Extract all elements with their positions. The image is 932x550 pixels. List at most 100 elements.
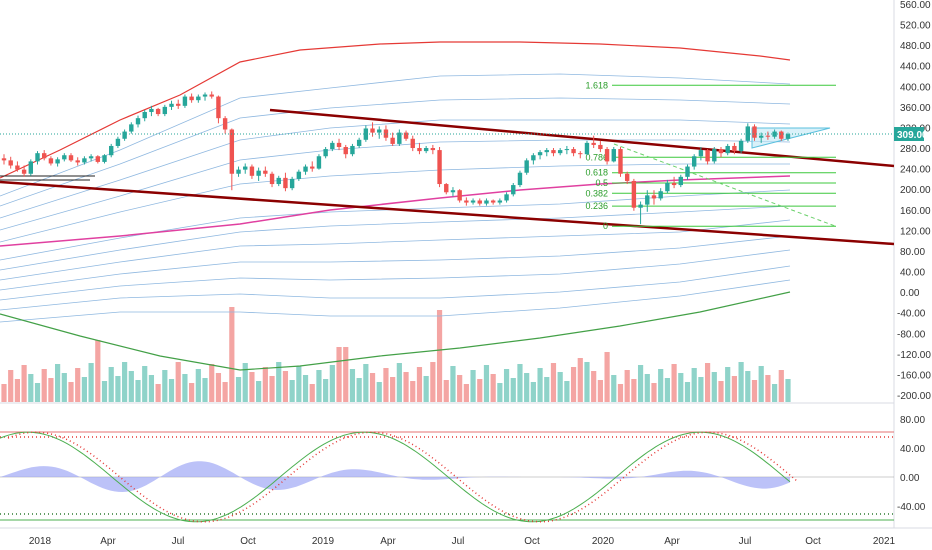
triangle-pattern[interactable]: [751, 127, 831, 149]
volume-bar: [530, 382, 536, 402]
candle-body: [209, 94, 214, 97]
candle-body: [618, 149, 623, 174]
candle-body: [584, 142, 590, 155]
volume-bar: [718, 381, 724, 402]
candle-body: [310, 166, 315, 169]
band-line: [0, 235, 791, 291]
candle-body: [28, 161, 34, 174]
osc-main-line: [0, 431, 791, 523]
upper-band-line: [0, 41, 791, 179]
band-line: [0, 279, 791, 323]
osc-axis[interactable]: 40.00 80.00 0.00 -40.00: [897, 415, 926, 513]
candle-body: [671, 183, 677, 186]
volume-bar: [128, 371, 134, 402]
volume-bar: [349, 369, 356, 402]
candle-body: [564, 149, 570, 151]
volume-bar: [336, 347, 342, 402]
candle-body: [537, 152, 543, 156]
volume-bar: [88, 363, 94, 402]
volume-bar: [34, 383, 41, 402]
volume-bar: [470, 370, 476, 402]
time-axis[interactable]: 2018 Apr Jul Oct 2019 Apr Jul Oct 2020 Apr Jul Oct 2…: [29, 536, 896, 547]
price-axis[interactable]: 560.00520.00480.00440.00400.00360.00320.…: [897, 0, 931, 402]
candle-body: [410, 138, 415, 149]
candle-body: [705, 150, 710, 162]
price-tick: 160.00: [900, 206, 931, 217]
price-tick: 80.00: [900, 247, 925, 258]
volume-bar: [637, 365, 644, 402]
candle-body: [779, 131, 784, 139]
channel-lower-line[interactable]: [0, 180, 894, 246]
channel-upper-line[interactable]: [269, 108, 894, 168]
candle-body: [725, 145, 730, 154]
volume-bar: [570, 367, 577, 402]
candle-body: [155, 108, 161, 115]
volume-bar: [262, 367, 268, 402]
candle-body: [511, 185, 516, 195]
moving-average-bands: [0, 41, 791, 371]
volume-bar: [276, 362, 282, 402]
osc-tick: 80.00: [900, 415, 925, 426]
candle-body: [189, 96, 194, 101]
candle-body: [42, 153, 47, 159]
candle-body: [524, 160, 529, 173]
volume-bar: [182, 374, 188, 402]
candle-body: [571, 149, 576, 154]
volume-bar: [410, 381, 416, 402]
volume-bar: [390, 377, 396, 402]
candle-body: [544, 150, 549, 153]
volume-bar: [550, 363, 557, 402]
volume-bar: [416, 367, 423, 402]
volume-bar: [356, 378, 362, 402]
volume-bar: [108, 367, 114, 402]
candle-body: [444, 184, 449, 193]
volume-bar: [617, 384, 624, 402]
volume-bar: [55, 364, 61, 402]
volume-bar: [155, 384, 161, 402]
volume-bar: [195, 369, 201, 402]
volume-bar: [28, 374, 34, 402]
candle-body: [229, 129, 235, 174]
candle-body: [604, 149, 610, 162]
volume-bar: [658, 369, 664, 402]
time-tick: 2018: [29, 536, 52, 547]
candle-body: [82, 158, 87, 163]
price-tick: -200.00: [897, 391, 931, 402]
volume-bar: [711, 372, 717, 402]
candle-body: [765, 135, 771, 137]
candle-body: [336, 142, 342, 147]
volume-bar: [81, 377, 88, 402]
time-tick: 2019: [312, 536, 335, 547]
volume-bar: [142, 366, 148, 402]
volume-bar: [229, 307, 235, 402]
volume-bar: [457, 375, 463, 402]
candle-body: [303, 166, 308, 172]
time-tick: 2020: [592, 536, 615, 547]
volume-bar: [41, 369, 47, 402]
osc-tick: 0.00: [900, 473, 920, 484]
candle-body: [591, 142, 596, 145]
time-tick: Oct: [240, 536, 256, 547]
volume-bar: [725, 367, 731, 402]
volume-bar: [671, 364, 677, 402]
volume-bar: [684, 382, 691, 402]
volume-bar: [591, 371, 597, 402]
candle-body: [222, 118, 228, 130]
candle-body: [504, 194, 509, 201]
candle-body: [611, 149, 616, 162]
volume-bar: [316, 370, 322, 402]
volume-bar: [477, 379, 483, 402]
price-tick: 200.00: [900, 185, 931, 196]
candle-body: [383, 129, 389, 138]
volume-bar: [644, 374, 650, 402]
candle-body: [256, 170, 261, 176]
fib-level-label: 0: [603, 221, 608, 231]
candle-body: [377, 129, 382, 133]
volume-bar: [503, 369, 510, 402]
band-line: [0, 139, 791, 231]
band-line: [0, 265, 791, 311]
price-tick: 400.00: [900, 82, 931, 93]
candle-body: [457, 190, 462, 201]
